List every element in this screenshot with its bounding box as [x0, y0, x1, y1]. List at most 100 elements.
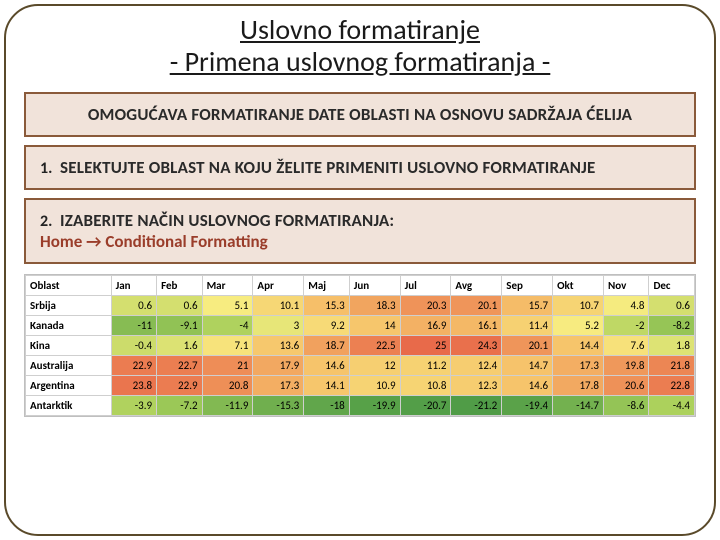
slide-content: Uslovno formatiranje - Primena uslovnog …: [10, 8, 710, 530]
data-cell: 14.1: [304, 376, 349, 396]
data-cell: -18: [304, 396, 349, 416]
col-header-month: Okt: [553, 276, 604, 296]
table-body: Srbija0.60.65.110.115.318.320.320.115.71…: [26, 296, 695, 416]
data-cell: 21.8: [649, 356, 695, 376]
table-header: OblastJanFebMarAprMajJunJulAvgSepOktNovD…: [26, 276, 695, 296]
data-cell: 21: [202, 356, 253, 376]
data-cell: 14.6: [502, 376, 553, 396]
data-cell: 13.6: [253, 336, 304, 356]
col-header-month: Apr: [253, 276, 304, 296]
step2-text: IZABERITE NAČIN USLOVNOG FORMATIRANJA:: [60, 210, 394, 231]
data-cell: 24.3: [451, 336, 502, 356]
data-cell: 19.8: [603, 356, 648, 376]
table-row: Kina-0.41.67.113.618.722.52524.320.114.4…: [26, 336, 695, 356]
col-header-month: Jan: [111, 276, 156, 296]
data-cell: -4.4: [649, 396, 695, 416]
data-cell: 7.6: [603, 336, 648, 356]
data-cell: -9.1: [157, 316, 202, 336]
data-cell: 11.2: [400, 356, 451, 376]
data-cell: 5.2: [553, 316, 604, 336]
data-cell: -2: [603, 316, 648, 336]
data-cell: 20.3: [400, 296, 451, 316]
table-row: Antarktik-3.9-7.2-11.9-15.3-18-19.9-20.7…: [26, 396, 695, 416]
data-cell: 22.9: [157, 376, 202, 396]
data-cell: 12.3: [451, 376, 502, 396]
data-cell: 10.9: [349, 376, 400, 396]
row-label: Antarktik: [26, 396, 112, 416]
title-line-2: - Primena uslovnog formatiranja -: [170, 44, 551, 79]
data-cell: 18.7: [304, 336, 349, 356]
data-cell: -8.2: [649, 316, 695, 336]
row-label: Kanada: [26, 316, 112, 336]
data-cell: -4: [202, 316, 253, 336]
data-cell: 10.1: [253, 296, 304, 316]
data-cell: 17.3: [553, 356, 604, 376]
data-cell: 9.2: [304, 316, 349, 336]
col-header-month: Avg: [451, 276, 502, 296]
col-header-month: Jul: [400, 276, 451, 296]
data-cell: 20.1: [502, 336, 553, 356]
data-cell: 5.1: [202, 296, 253, 316]
data-cell: 17.8: [553, 376, 604, 396]
data-cell: 22.7: [157, 356, 202, 376]
step2-number: 2.: [40, 212, 52, 231]
data-cell: 18.3: [349, 296, 400, 316]
data-cell: 12: [349, 356, 400, 376]
data-cell: 14.7: [502, 356, 553, 376]
data-cell: 1.6: [157, 336, 202, 356]
data-cell: -15.3: [253, 396, 304, 416]
data-cell: 1.8: [649, 336, 695, 356]
data-cell: 16.1: [451, 316, 502, 336]
data-cell: 15.7: [502, 296, 553, 316]
step1-number: 1.: [40, 159, 52, 178]
col-header-label: Oblast: [26, 276, 112, 296]
row-label: Argentina: [26, 376, 112, 396]
data-cell: 22.8: [649, 376, 695, 396]
data-cell: 22.9: [111, 356, 156, 376]
temperature-table-wrap: OblastJanFebMarAprMajJunJulAvgSepOktNovD…: [24, 274, 696, 417]
data-cell: -14.7: [553, 396, 604, 416]
step2-subtext: Home → Conditional Formatting: [40, 231, 680, 252]
data-cell: 10.7: [553, 296, 604, 316]
col-header-month: Mar: [202, 276, 253, 296]
step1-panel: 1. SELEKTUJTE OBLAST NA KOJU ŽELITE PRIM…: [24, 145, 696, 190]
data-cell: 17.9: [253, 356, 304, 376]
data-cell: 15.3: [304, 296, 349, 316]
data-cell: 7.1: [202, 336, 253, 356]
title-line-1: Uslovno formatiranje: [240, 12, 480, 47]
data-cell: 12.4: [451, 356, 502, 376]
col-header-month: Jun: [349, 276, 400, 296]
data-cell: 22.5: [349, 336, 400, 356]
data-cell: 20.8: [202, 376, 253, 396]
data-cell: -0.4: [111, 336, 156, 356]
intro-panel: OMOGUĆAVA FORMATIRANJE DATE OBLASTI NA O…: [24, 92, 696, 137]
data-cell: 0.6: [111, 296, 156, 316]
col-header-month: Sep: [502, 276, 553, 296]
data-cell: 10.8: [400, 376, 451, 396]
data-cell: 17.3: [253, 376, 304, 396]
data-cell: 20.1: [451, 296, 502, 316]
row-label: Australija: [26, 356, 112, 376]
data-cell: -19.4: [502, 396, 553, 416]
table-row: Australija22.922.72117.914.61211.212.414…: [26, 356, 695, 376]
step2-panel: 2. IZABERITE NAČIN USLOVNOG FORMATIRANJA…: [24, 198, 696, 264]
data-cell: -19.9: [349, 396, 400, 416]
data-cell: 25: [400, 336, 451, 356]
data-cell: 14.6: [304, 356, 349, 376]
data-cell: 23.8: [111, 376, 156, 396]
col-header-month: Feb: [157, 276, 202, 296]
data-cell: -7.2: [157, 396, 202, 416]
data-cell: -11.9: [202, 396, 253, 416]
data-cell: -20.7: [400, 396, 451, 416]
step1-text: SELEKTUJTE OBLAST NA KOJU ŽELITE PRIMENI…: [60, 157, 595, 178]
temperature-table: OblastJanFebMarAprMajJunJulAvgSepOktNovD…: [25, 275, 695, 416]
table-row: Argentina23.822.920.817.314.110.910.812.…: [26, 376, 695, 396]
col-header-month: Maj: [304, 276, 349, 296]
data-cell: 0.6: [649, 296, 695, 316]
data-cell: -8.6: [603, 396, 648, 416]
col-header-month: Dec: [649, 276, 695, 296]
data-cell: 14.4: [553, 336, 604, 356]
data-cell: -11: [111, 316, 156, 336]
table-row: Kanada-11-9.1-439.21416.916.111.45.2-2-8…: [26, 316, 695, 336]
intro-text: OMOGUĆAVA FORMATIRANJE DATE OBLASTI NA O…: [40, 104, 680, 125]
